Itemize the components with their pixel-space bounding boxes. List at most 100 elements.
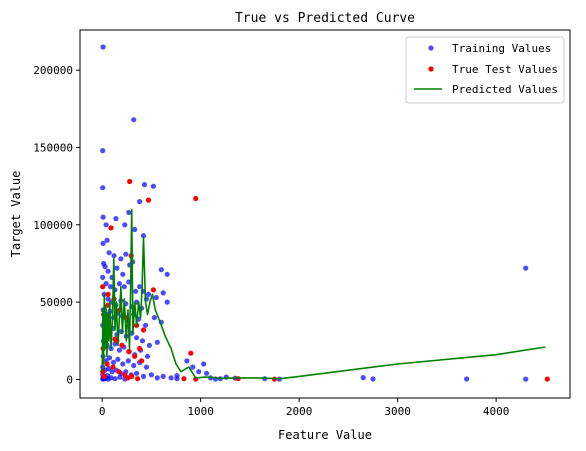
training-point: [168, 375, 174, 381]
y-axis: 0 50000 100000 150000 200000: [33, 64, 80, 386]
training-point: [137, 199, 143, 205]
y-tick-label: 200000: [33, 64, 73, 77]
training-point: [118, 256, 124, 262]
test-point: [150, 287, 156, 293]
x-tick-label: 4000: [483, 405, 510, 418]
training-point: [160, 290, 166, 296]
training-point: [201, 361, 207, 367]
plot-area: [100, 44, 550, 382]
training-point: [164, 271, 170, 277]
training-point: [100, 214, 106, 220]
training-point: [142, 322, 149, 328]
training-point: [103, 281, 109, 287]
test-point: [101, 373, 107, 379]
training-point: [100, 240, 106, 246]
test-point: [188, 350, 194, 356]
training-point: [131, 362, 137, 369]
training-point: [116, 347, 122, 353]
training-point: [106, 366, 112, 372]
training-point: [109, 369, 115, 375]
training-point: [523, 265, 529, 271]
training-point: [146, 342, 152, 348]
training-point: [174, 373, 180, 379]
training-point: [100, 148, 106, 154]
training-point: [360, 375, 366, 381]
training-point: [106, 355, 113, 361]
training-point: [100, 274, 106, 280]
test-point: [126, 349, 132, 355]
training-point: [107, 284, 114, 290]
training-point: [121, 284, 127, 290]
training-point: [117, 374, 123, 380]
training-point: [140, 373, 147, 379]
training-point: [102, 264, 108, 270]
training-point: [125, 358, 131, 364]
x-axis: 0 1000 2000 3000 4000: [99, 398, 510, 418]
training-point: [131, 117, 137, 123]
test-point: [132, 353, 138, 359]
legend-marker-training: [428, 45, 434, 51]
training-point: [204, 370, 210, 376]
y-axis-label: Target Value: [9, 171, 23, 258]
training-point: [110, 359, 117, 365]
training-point: [112, 376, 118, 382]
training-point: [100, 185, 106, 191]
x-tick-label: 1000: [187, 405, 214, 418]
test-point: [112, 336, 118, 342]
x-tick-label: 2000: [286, 405, 313, 418]
training-point: [105, 296, 111, 302]
legend-label-training: Training Values: [452, 42, 551, 55]
training-point: [164, 299, 170, 305]
test-point: [119, 342, 125, 348]
training-point: [134, 370, 140, 376]
legend-marker-test: [428, 66, 434, 72]
test-point: [129, 373, 135, 379]
test-point: [116, 369, 122, 375]
training-point: [126, 209, 132, 216]
training-point: [153, 294, 159, 301]
training-point: [120, 271, 126, 277]
training-point: [111, 253, 117, 259]
test-point: [110, 364, 116, 370]
training-point: [139, 338, 146, 344]
training-point: [132, 226, 138, 233]
test-point: [105, 291, 111, 297]
training-point: [134, 335, 140, 341]
training-point: [148, 372, 154, 378]
training-point: [145, 291, 152, 297]
test-point: [100, 284, 106, 290]
training-point: [141, 182, 148, 188]
training-point: [106, 250, 112, 256]
training-point: [158, 267, 164, 273]
training-point: [105, 376, 111, 382]
training-point: [140, 233, 147, 239]
chart-title: True vs Predicted Curve: [235, 11, 415, 26]
test-point: [139, 358, 145, 364]
axes-frame: [79, 29, 571, 399]
y-tick-label: 0: [66, 373, 73, 386]
test-point: [125, 375, 131, 381]
y-tick-label: 100000: [33, 219, 73, 232]
test-point: [181, 376, 187, 382]
training-point: [160, 373, 166, 379]
training-point: [133, 288, 139, 294]
training-point: [105, 268, 111, 274]
training-point: [464, 376, 470, 382]
test-point: [193, 195, 199, 202]
training-point: [143, 364, 150, 370]
training-point: [370, 376, 376, 382]
test-point: [108, 225, 114, 231]
training-point: [120, 361, 126, 367]
training-point: [154, 339, 160, 345]
x-axis-label: Feature Value: [278, 428, 372, 442]
training-point: [113, 216, 119, 222]
training-point: [144, 353, 151, 359]
test-point: [145, 197, 152, 203]
training-point: [154, 375, 160, 381]
legend-label-predicted: Predicted Values: [452, 83, 558, 96]
training-point: [151, 315, 157, 321]
test-point: [104, 361, 110, 367]
training-point: [114, 265, 120, 271]
test-point: [544, 376, 550, 382]
